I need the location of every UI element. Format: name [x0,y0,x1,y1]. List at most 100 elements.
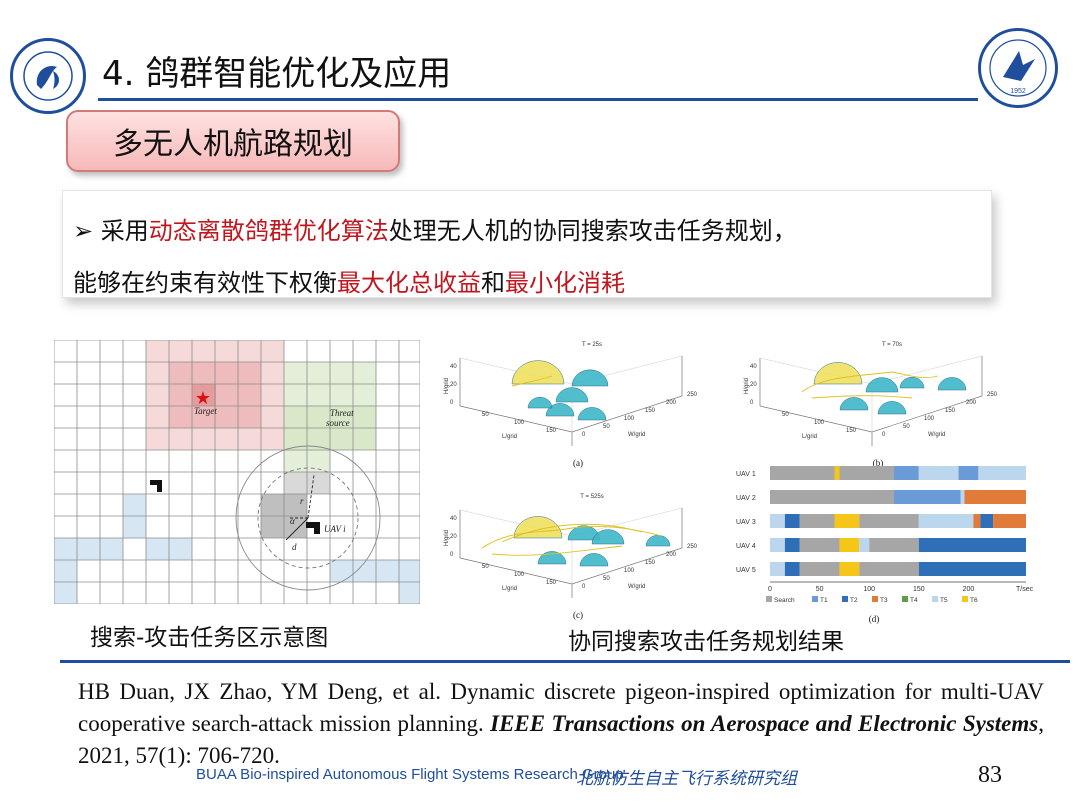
task-gantt-chart: UAV 1 UAV 2 UAV 3 UAV 4 UAV 5 0 50 100 150 200 T/s… [736,466,1034,624]
plot-a-axis-h: H/grid [444,378,450,394]
target-label: Target [194,406,217,416]
plot-b-dome-3 [937,377,967,391]
gantt-legend-label-0: Search [774,597,795,604]
left-logo-icon [23,51,73,101]
plot-a-tick-w-4: 200 [666,400,677,406]
plot-c: T = 525s4020050100150050100150200250H/gr… [444,494,698,620]
gantt-bar-4-5 [918,562,1026,576]
gantt-bar-3-5 [869,538,919,552]
plot-b: T = 70s4020050100150050100150200250H/gri… [744,342,998,468]
gantt-row-label-4: UAV 5 [736,567,756,574]
plot-b-track-0 [801,371,939,393]
bullet-marker: ➢ [73,217,94,245]
gantt-bar-1-1 [894,490,961,504]
target-star-icon: ★ [195,388,211,409]
plot-b-dome-2 [899,376,925,389]
gantt-bar-4-3 [839,562,860,576]
gantt-bar-4-1 [784,562,800,576]
plot-c-tick-h-2: 0 [450,552,454,558]
gantt-bar-4-4 [859,562,919,576]
plot-b-axis-w: W/grid [928,432,945,438]
d-label: d [292,542,297,552]
gantt-bar-3-0 [770,538,785,552]
plot-a-tick-w-1: 50 [603,424,610,430]
alpha-label: α [290,516,295,526]
uav-i-marker-icon [306,522,320,534]
gantt-legend-swatch-0 [766,596,772,602]
right-logo-year: 1952 [1010,88,1026,95]
threat-label-2: source [326,418,350,428]
bullet-line-2: 能够在约束有效性下权衡最大化总收益和最小化消耗 [73,263,625,298]
plot-c-track-2 [501,523,643,543]
plot-a-axis-w: W/grid [628,432,645,438]
gantt-legend-label-2: T2 [850,597,858,604]
gantt-bar-1-0 [770,490,895,504]
plot-b-tick-w-1: 50 [903,424,910,430]
plot-c-track-1 [491,545,623,556]
gantt-legend-label-1: T1 [820,597,828,604]
plot-a: T = 25s4020050100150050100150200250H/gri… [444,342,698,468]
plot-b-tick-h-0: 40 [750,364,757,370]
bullet-line-1: ➢ 采用动态离散鸽群优化算法处理无人机的协同搜索攻击任务规划， [73,211,797,246]
gantt-bar-0-6 [978,466,1026,480]
gantt-legend-label-6: T6 [970,597,978,604]
gantt-bar-2-1 [784,514,800,528]
bullet-line-1-segment-0: 采用 [93,217,149,245]
gantt-bar-1-2 [960,490,965,504]
plot-c-tick-w-0: 0 [582,584,586,590]
plot-b-label: (b) [873,458,884,468]
gantt-bar-2-5 [918,514,974,528]
footer-group-en: BUAA Bio-inspired Autonomous Flight Syst… [196,766,624,783]
gantt-bar-2-8 [993,514,1026,528]
gantt-bar-0-1 [834,466,840,480]
plot-c-label: (c) [573,610,583,620]
gantt-row-label-0: UAV 1 [736,471,756,478]
plot-b-axis-h: H/grid [744,378,750,394]
reference-volume: , 2021, 57(1): 706-720. [78,711,1044,768]
plot-b-axis-l: L/grid [802,434,817,440]
gantt-bar-0-5 [958,466,979,480]
right-logo: 1952 [978,28,1058,108]
gantt-bar-3-4 [859,538,870,552]
gantt-bar-0-4 [918,466,959,480]
plot-b-tick-w-3: 150 [945,408,956,414]
bullet-line-2-segment-0: 能够在约束有效性下权衡 [73,269,337,297]
plot-b-time: T = 70s [882,342,902,348]
plot-b-tick-l-1: 100 [814,420,825,426]
gantt-bar-2-2 [799,514,835,528]
gantt-legend-label-4: T4 [910,597,918,604]
buaa-logo-icon: 1952 [989,39,1047,97]
bullet-line-1-segment-1: 动态离散鸽群优化算法 [148,217,389,245]
plot-a-tick-w-2: 100 [624,416,635,422]
plot-a-tick-w-3: 150 [645,408,656,414]
bottom-rule [60,660,1070,663]
plot-a-axis-l: L/grid [502,434,517,440]
plot-a-tick-l-1: 100 [514,420,525,426]
grid-figure-caption: 搜索-攻击任务区示意图 [90,625,329,651]
reference: HB Duan, JX Zhao, YM Deng, et al. Dynami… [78,676,1044,772]
plot-a-track-0 [511,375,553,387]
gantt-bar-2-7 [980,514,994,528]
result-figure-caption: 协同搜索攻击任务规划结果 [568,629,844,655]
plot-a-tick-h-0: 40 [450,364,457,370]
plot-a-label: (a) [573,458,583,468]
plot-b-tick-l-2: 150 [846,428,857,434]
plot-a-tick-w-0: 0 [582,432,586,438]
gantt-row-label-2: UAV 3 [736,519,756,526]
plot-b-tick-h-2: 0 [750,400,754,406]
gantt-legend-swatch-6 [962,596,968,602]
plot-a-tick-l-0: 50 [482,412,489,418]
plot-c-tick-w-4: 200 [666,552,677,558]
gantt-legend-swatch-2 [842,596,848,602]
bullet-line-1-segment-2: 处理无人机的协同搜索攻击任务规划， [388,217,797,245]
plot-c-dome-2 [591,529,625,545]
reference-authors-title: HB Duan, JX Zhao, YM Deng, et al. Dynami… [78,679,1044,736]
plot-a-dome-5 [527,396,553,409]
plot-a-tick-l-2: 150 [546,428,557,434]
plot-b-track-1 [811,395,913,399]
plot-c-axis-l: L/grid [502,586,517,592]
gantt-row-label-1: UAV 2 [736,495,756,502]
gantt-bar-2-6 [973,514,981,528]
plot-c-tick-w-3: 150 [645,560,656,566]
footer-group-cn: 北航仿生自主飞行系统研究组 [576,769,797,789]
